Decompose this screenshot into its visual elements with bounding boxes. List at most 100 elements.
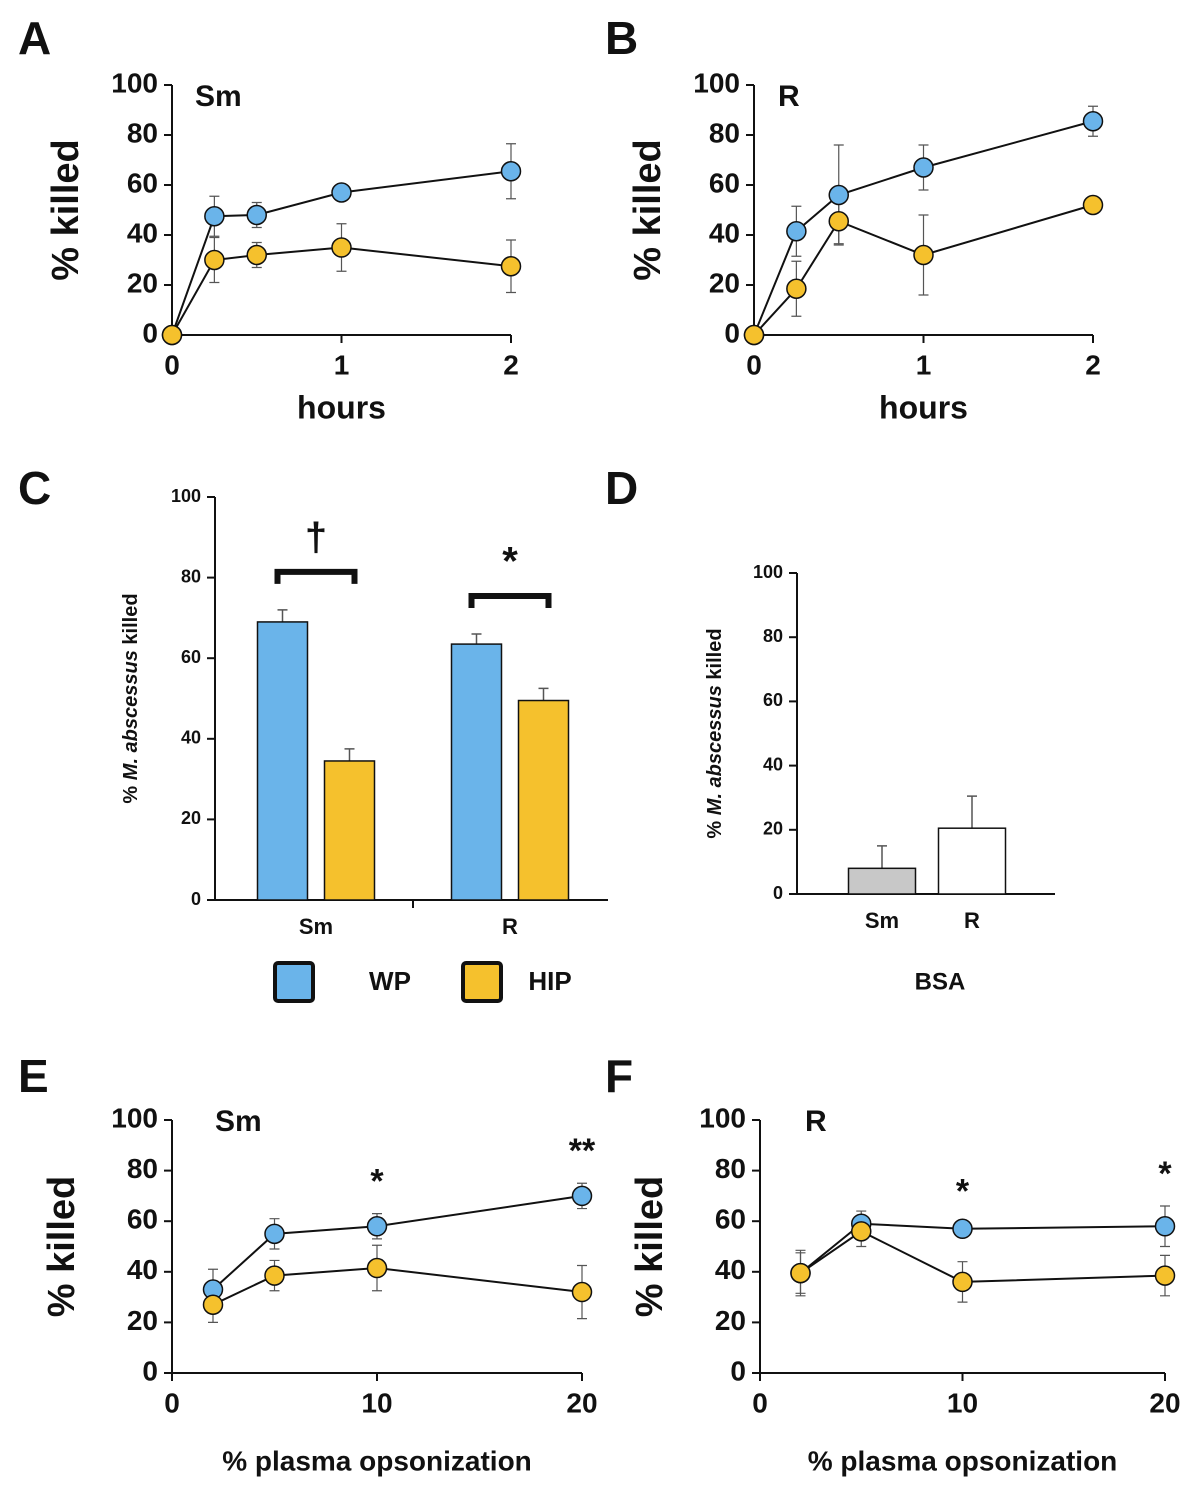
significance-marker: * bbox=[956, 1173, 970, 1211]
legend-label: HIP bbox=[528, 966, 571, 996]
y-tick-label: 100 bbox=[753, 562, 783, 582]
y-tick-label: 60 bbox=[127, 1204, 158, 1235]
panel-letter: B bbox=[605, 12, 638, 64]
y-tick-label: 100 bbox=[693, 67, 740, 98]
panel-letter: C bbox=[18, 462, 51, 514]
significance-bracket bbox=[274, 568, 358, 584]
x-axis-label: % plasma opsonization bbox=[808, 1445, 1118, 1476]
panel-letter: F bbox=[605, 1050, 633, 1102]
significance-marker: † bbox=[305, 515, 327, 559]
x-tick-label: Sm bbox=[299, 914, 333, 939]
panel-annotation: Sm bbox=[195, 80, 242, 113]
data-point bbox=[851, 1221, 872, 1242]
y-tick-label: 40 bbox=[715, 1254, 746, 1285]
significance-marker: * bbox=[502, 540, 518, 584]
error-bar bbox=[967, 795, 977, 829]
data-point bbox=[1154, 1216, 1176, 1237]
data-point bbox=[246, 204, 267, 226]
data-point bbox=[913, 244, 934, 266]
y-tick-label: 20 bbox=[181, 808, 201, 828]
panel-letter: E bbox=[18, 1050, 49, 1102]
y-tick-label: 20 bbox=[127, 1305, 158, 1336]
x-tick-label: 1 bbox=[916, 349, 932, 380]
data-point bbox=[246, 244, 267, 266]
y-tick-label: 100 bbox=[111, 67, 158, 98]
x-axis-label: BSA bbox=[915, 968, 966, 995]
error-bar bbox=[471, 633, 482, 645]
y-axis-label: % M. abscessus killed bbox=[120, 593, 142, 803]
data-point bbox=[952, 1218, 973, 1240]
error-bar bbox=[344, 748, 355, 761]
y-axis-label-part: % bbox=[120, 780, 142, 803]
y-tick-label: 40 bbox=[763, 754, 783, 774]
significance-marker: * bbox=[1158, 1155, 1172, 1193]
data-point bbox=[786, 221, 807, 242]
y-axis-label: % killed bbox=[41, 1176, 83, 1318]
y-axis-label-part: M. abscessus bbox=[120, 650, 142, 780]
legend-swatch bbox=[273, 961, 315, 1003]
significance-marker: * bbox=[370, 1163, 384, 1201]
x-tick-label: 20 bbox=[1149, 1387, 1180, 1418]
error-bar bbox=[877, 845, 887, 869]
data-point bbox=[1154, 1265, 1176, 1286]
x-tick-label: R bbox=[964, 908, 980, 933]
y-tick-label: 80 bbox=[763, 626, 783, 646]
x-tick-label: 0 bbox=[164, 1387, 180, 1418]
y-axis-label-part: killed bbox=[120, 593, 142, 650]
data-point bbox=[571, 1281, 593, 1303]
x-tick-label: 0 bbox=[746, 349, 762, 380]
data-point bbox=[331, 237, 352, 258]
data-point bbox=[500, 161, 522, 182]
data-point bbox=[204, 249, 225, 271]
y-tick-label: 60 bbox=[709, 167, 740, 198]
data-point bbox=[1082, 194, 1104, 216]
y-tick-label: 0 bbox=[142, 317, 158, 348]
data-point bbox=[828, 211, 849, 232]
y-tick-label: 80 bbox=[709, 117, 740, 148]
data-point bbox=[952, 1271, 973, 1293]
series-line bbox=[212, 1267, 583, 1306]
y-tick-label: 20 bbox=[763, 819, 783, 839]
x-tick-label: 1 bbox=[334, 349, 350, 380]
legend-label: WP bbox=[369, 966, 411, 996]
data-point bbox=[786, 278, 807, 299]
y-tick-label: 80 bbox=[181, 566, 201, 586]
error-bar bbox=[277, 609, 288, 622]
y-tick-label: 100 bbox=[111, 1102, 158, 1133]
series-line bbox=[799, 1222, 1166, 1274]
y-tick-label: 40 bbox=[127, 1254, 158, 1285]
y-tick-label: 20 bbox=[709, 267, 740, 298]
data-point bbox=[264, 1265, 285, 1286]
y-tick-label: 60 bbox=[181, 647, 201, 667]
x-tick-label: Sm bbox=[865, 908, 899, 933]
panel-letter: D bbox=[605, 462, 638, 514]
panel-annotation: R bbox=[805, 1105, 827, 1138]
panel-annotation: Sm bbox=[215, 1105, 262, 1138]
data-point bbox=[1082, 111, 1104, 132]
data-point bbox=[264, 1223, 285, 1245]
y-axis-label: % killed bbox=[627, 139, 669, 281]
series-line bbox=[799, 1230, 1166, 1283]
data-point bbox=[204, 206, 225, 227]
y-tick-label: 0 bbox=[142, 1355, 158, 1386]
bar bbox=[937, 827, 1007, 895]
y-tick-label: 20 bbox=[127, 267, 158, 298]
y-tick-label: 0 bbox=[730, 1355, 746, 1386]
y-tick-label: 0 bbox=[191, 889, 201, 909]
data-point bbox=[828, 184, 849, 206]
data-point bbox=[202, 1294, 224, 1315]
bar bbox=[847, 867, 917, 895]
data-point bbox=[366, 1257, 388, 1279]
x-tick-label: R bbox=[502, 914, 518, 939]
data-point bbox=[161, 324, 183, 346]
legend-swatch bbox=[461, 961, 503, 1003]
x-tick-label: 0 bbox=[752, 1387, 768, 1418]
panel-letter: A bbox=[18, 12, 51, 64]
y-tick-label: 0 bbox=[724, 317, 740, 348]
data-point bbox=[331, 182, 352, 203]
data-point bbox=[790, 1262, 811, 1284]
y-tick-label: 80 bbox=[127, 117, 158, 148]
y-tick-label: 60 bbox=[763, 690, 783, 710]
y-tick-label: 100 bbox=[699, 1102, 746, 1133]
bar bbox=[450, 643, 503, 901]
